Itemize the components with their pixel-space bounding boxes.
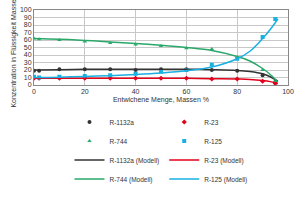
svg-text:R-23 (Modell): R-23 (Modell)	[204, 157, 243, 165]
svg-text:R-1132a: R-1132a	[110, 119, 135, 126]
svg-text:10: 10	[24, 74, 32, 81]
svg-text:20: 20	[81, 88, 89, 95]
svg-text:60: 60	[24, 36, 32, 43]
svg-text:80: 80	[233, 88, 241, 95]
svg-text:70: 70	[24, 29, 32, 36]
svg-text:Konzentration in Flüssigkeit M: Konzentration in Flüssigkeit Massen %	[10, 0, 18, 108]
svg-text:R-744: R-744	[110, 138, 128, 145]
svg-text:100: 100	[20, 6, 32, 13]
svg-text:40: 40	[24, 51, 32, 58]
svg-text:50: 50	[24, 44, 32, 51]
svg-text:Entwichene Menge, Massen %: Entwichene Menge, Massen %	[113, 96, 209, 104]
svg-text:30: 30	[24, 59, 32, 66]
svg-text:100: 100	[282, 88, 294, 95]
svg-text:40: 40	[132, 88, 140, 95]
svg-text:R-23: R-23	[204, 119, 218, 126]
svg-text:R-1132a (Modell): R-1132a (Modell)	[110, 157, 160, 165]
svg-text:0: 0	[28, 81, 32, 88]
svg-text:R-744 (Modell): R-744 (Modell)	[110, 176, 153, 184]
svg-text:60: 60	[183, 88, 191, 95]
svg-text:R-125 (Modell): R-125 (Modell)	[204, 176, 247, 184]
svg-text:20: 20	[24, 66, 32, 73]
svg-text:0: 0	[32, 88, 36, 95]
svg-text:80: 80	[24, 21, 32, 28]
svg-text:R-125: R-125	[204, 138, 222, 145]
svg-text:90: 90	[24, 14, 32, 21]
